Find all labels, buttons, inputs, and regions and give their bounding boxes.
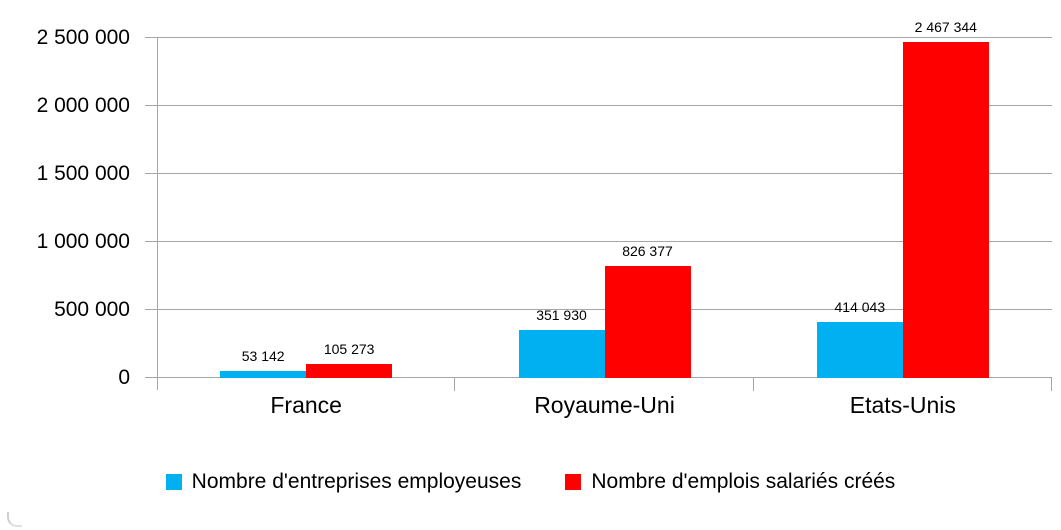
x-axis-category-label-royaume-uni: Royaume-Uni — [534, 392, 675, 418]
bar-value-label-royaume-uni-0: 351 930 — [536, 307, 587, 324]
bar-value-label-etats-unis-1: 2 467 344 — [914, 19, 977, 36]
y-axis-tick-label: 1 000 000 — [36, 230, 130, 253]
x-axis-tick — [454, 378, 456, 391]
y-axis-tick — [145, 37, 157, 38]
gridline — [157, 241, 1052, 242]
bar-value-label-france-1: 105 273 — [323, 340, 375, 357]
y-axis-tick — [145, 105, 157, 106]
legend-item-nombre-d-entreprises-employeuses: Nombre d'entreprises employeuses — [165, 470, 522, 494]
y-axis-tick — [145, 309, 157, 310]
legend-label: Nombre d'emplois salariés créés — [591, 470, 896, 493]
bar-value-label-royaume-uni-1: 826 377 — [622, 242, 673, 259]
rounded-corner-artifact — [7, 512, 22, 527]
x-axis-tick — [752, 378, 754, 391]
legend-item-nombre-d-emplois-salaries-crees: Nombre d'emplois salariés créés — [565, 470, 895, 494]
y-axis-tick-label: 2 000 000 — [36, 94, 130, 117]
y-axis-tick — [145, 377, 157, 378]
chart-legend: Nombre d'entreprises employeuses Nombre d… — [0, 470, 1061, 494]
y-axis-tick-label: 500 000 — [54, 298, 130, 321]
bar-nombre-d-entreprises-employeuses-etats-unis — [816, 321, 903, 378]
x-axis-tick — [1051, 378, 1052, 391]
gridline — [157, 37, 1052, 38]
legend-swatch-blue — [165, 474, 182, 490]
x-axis-category-label-france: France — [270, 392, 342, 418]
x-axis-category-label-etats-unis: Etats-Unis — [849, 392, 956, 418]
bar-nombre-d-emplois-salaries-crees-france — [306, 363, 393, 378]
y-axis-tick-label: 0 — [118, 366, 130, 389]
bar-value-label-etats-unis-0: 414 043 — [834, 298, 886, 315]
y-axis-tick-label: 1 500 000 — [36, 162, 130, 185]
bar-nombre-d-emplois-salaries-crees-royaume-uni — [604, 265, 691, 378]
bar-nombre-d-entreprises-employeuses-france — [220, 370, 307, 378]
legend-label: Nombre d'entreprises employeuses — [191, 470, 522, 493]
gridline — [157, 105, 1052, 106]
plot-area: 53 142 105 273 351 930 826 377 414 043 2 467 … — [145, 19, 1052, 391]
gridline — [157, 173, 1052, 174]
bar-nombre-d-emplois-salaries-crees-etats-unis — [902, 42, 989, 378]
y-axis-line — [157, 38, 158, 390]
y-axis-tick — [145, 173, 157, 174]
y-axis-tick-label: 2 500 000 — [36, 26, 130, 49]
legend-swatch-red — [565, 474, 582, 490]
y-axis-tick — [145, 241, 157, 242]
bar-value-label-france-0: 53 142 — [241, 347, 285, 364]
x-axis-category-labels: France Royaume-Uni Etats-Unis — [157, 392, 1052, 426]
bar-nombre-d-entreprises-employeuses-royaume-uni — [518, 330, 605, 378]
